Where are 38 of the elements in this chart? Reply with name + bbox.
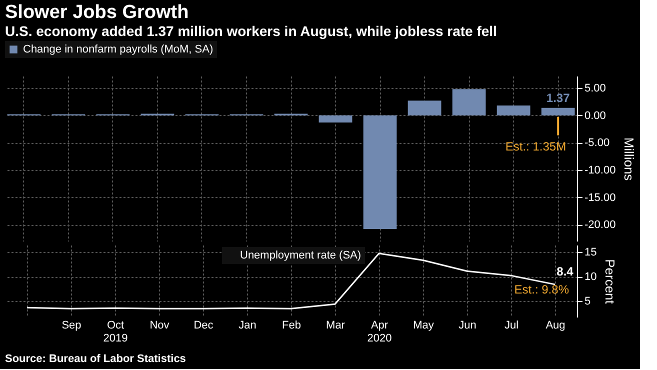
x-tick-label: Mar xyxy=(326,320,346,332)
y-tick-label: 5 xyxy=(584,296,591,308)
x-tick-label: Apr 2020 xyxy=(367,320,392,344)
x-tick-label: Jun xyxy=(458,320,476,332)
x-tick-label: Nov xyxy=(150,320,170,332)
bar xyxy=(318,115,352,122)
x-tick-label: Feb xyxy=(282,320,301,332)
y-tick-label: 10 xyxy=(584,271,597,284)
annotation: Est.: 9.8% xyxy=(514,282,570,297)
bar xyxy=(496,106,530,116)
bar xyxy=(541,108,575,116)
bar xyxy=(452,89,486,116)
chart-subtitle: U.S. economy added 1.37 million workers in August, while jobless rate fell xyxy=(5,23,497,39)
data-label: 1.37 xyxy=(546,90,570,105)
y-tick-label: 5.00 xyxy=(584,82,606,95)
bar xyxy=(408,100,442,116)
y-tick-label: -15.00 xyxy=(584,192,616,204)
chart-title: Slower Jobs Growth xyxy=(5,2,189,23)
source-note: Source: Bureau of Labor Statistics xyxy=(5,353,186,365)
y-tick-label: -5.00 xyxy=(584,137,610,150)
legend-label: Change in nonfarm payrolls (MoM, SA) xyxy=(23,44,214,56)
data-label: 8.4 xyxy=(556,264,574,278)
y-tick-label: 15 xyxy=(584,246,597,258)
y-axis-title: Percent xyxy=(602,259,618,304)
y-tick-label: 0.00 xyxy=(584,110,606,122)
x-tick-label: May xyxy=(413,320,434,332)
y-tick-label: -10.00 xyxy=(584,164,616,176)
y-axis-title: Millions xyxy=(622,137,637,182)
annotation: Est.: 1.35M xyxy=(505,139,566,154)
x-tick-label: Aug xyxy=(546,320,566,332)
x-tick-label: Oct 2019 xyxy=(103,320,128,344)
series-label: Unemployment rate (SA) xyxy=(240,250,362,262)
bar xyxy=(363,115,397,229)
y-tick-label: -20.00 xyxy=(584,219,616,232)
x-tick-label: Jan xyxy=(238,320,256,332)
x-tick-label: Jul xyxy=(504,320,519,332)
x-tick-label: Dec xyxy=(194,320,214,332)
x-tick-label: Sep xyxy=(62,320,82,332)
